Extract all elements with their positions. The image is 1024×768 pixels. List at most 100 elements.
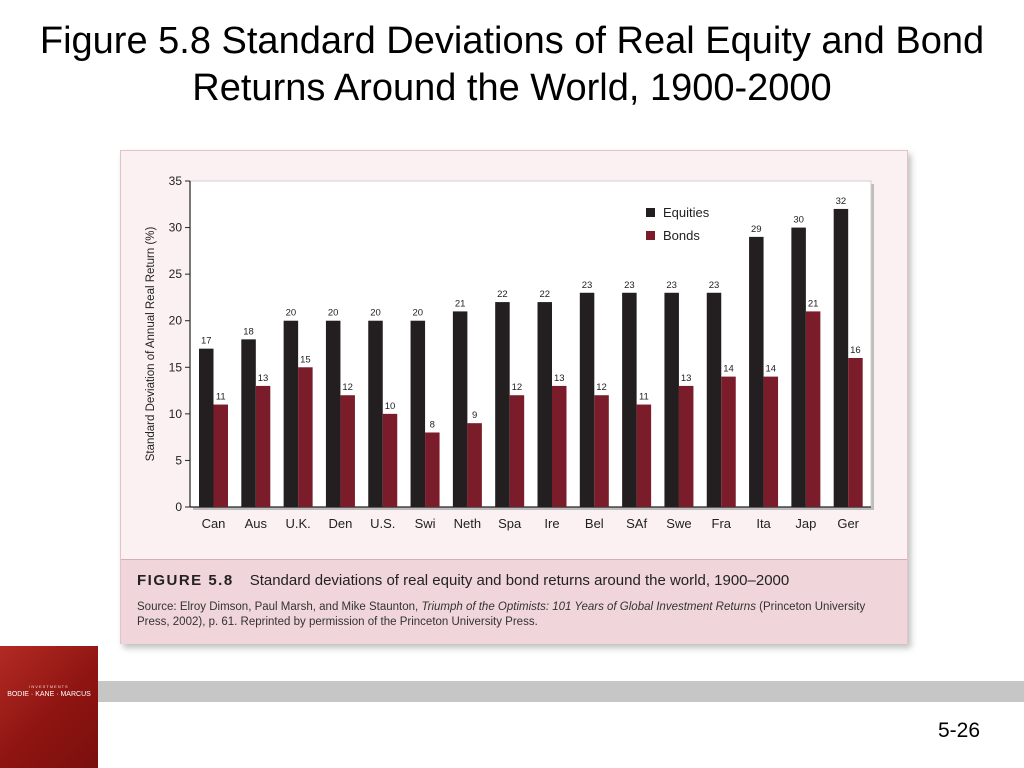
equities-bar: [325, 320, 341, 507]
equities-value-label: 23: [624, 280, 635, 291]
y-tick-label: 30: [169, 221, 183, 235]
x-tick-label: Swe: [666, 516, 691, 531]
source-suffix: (Princeton University Press, 2002), p. 6…: [137, 601, 866, 628]
equities-bar: [537, 302, 552, 507]
bonds-value-label: 11: [639, 392, 649, 403]
equities-value-label: 23: [666, 280, 677, 291]
equities-value-label: 29: [751, 224, 762, 235]
equities-bar: [368, 320, 383, 507]
equities-value-label: 20: [286, 308, 297, 319]
slide-number: 5-26: [937, 719, 980, 742]
bonds-bar: [382, 413, 398, 507]
x-tick-label: U.S.: [370, 516, 395, 531]
x-tick-label: Aus: [245, 516, 268, 531]
equities-bar: [452, 311, 468, 507]
x-tick-label: Ita: [756, 516, 771, 531]
x-tick-label: Den: [329, 516, 353, 531]
equities-bar: [579, 292, 595, 507]
equities-value-label: 22: [539, 289, 550, 300]
y-tick-label: 15: [169, 360, 183, 374]
y-tick-label: 25: [169, 267, 183, 281]
bonds-bar: [467, 423, 482, 507]
bonds-bar: [298, 367, 313, 507]
caption-text: Standard deviations of real equity and b…: [249, 572, 790, 589]
y-tick-label: 35: [169, 174, 183, 188]
equities-value-label: 18: [243, 326, 254, 337]
bonds-value-label: 8: [430, 419, 435, 430]
x-tick-label: Spa: [498, 516, 522, 531]
bonds-value-label: 14: [766, 364, 777, 375]
equities-value-label: 30: [793, 215, 804, 226]
bonds-bar: [255, 385, 271, 507]
bonds-value-label: 12: [596, 382, 607, 393]
x-tick-label: Fra: [712, 516, 732, 531]
bonds-bar: [636, 404, 652, 507]
y-tick-label: 10: [169, 407, 183, 421]
source-book-title: Triumph of the Optimists: 101 Years of G…: [421, 601, 756, 613]
bonds-bar: [678, 385, 694, 507]
x-tick-label: U.K.: [285, 516, 310, 531]
equities-bar: [791, 227, 806, 508]
equities-bar: [410, 320, 426, 507]
bonds-bar: [763, 376, 779, 507]
y-tick-label: 5: [175, 453, 182, 467]
x-tick-label: Neth: [454, 516, 481, 531]
equities-bar: [706, 292, 722, 507]
equities-bar: [833, 208, 849, 507]
caption-line: FIGURE 5.8 Standard deviations of real eq…: [137, 572, 789, 589]
legend-label-bonds: Bonds: [663, 228, 700, 243]
bonds-bar: [552, 385, 567, 507]
publisher-logo: INVESTMENTS BODIE · KANE · MARCUS: [0, 646, 98, 768]
legend-swatch-bonds: [646, 231, 655, 240]
x-tick-label: SAf: [626, 516, 647, 531]
bonds-bar: [425, 432, 440, 507]
bonds-value-label: 13: [554, 373, 565, 384]
caption-label: FIGURE 5.8: [137, 572, 234, 589]
bonds-value-label: 12: [512, 382, 523, 393]
equities-value-label: 23: [582, 280, 593, 291]
legend-label-equities: Equities: [663, 205, 710, 220]
bonds-bar: [509, 395, 525, 507]
equities-bar: [241, 339, 256, 507]
equities-bar: [199, 348, 214, 507]
bonds-value-label: 10: [385, 401, 396, 412]
footer-bar: [0, 681, 1024, 702]
figure-caption: FIGURE 5.8 Standard deviations of real eq…: [121, 559, 907, 644]
y-tick-label: 0: [175, 500, 182, 514]
bonds-value-label: 16: [850, 345, 861, 356]
logo-top-text: INVESTMENTS: [29, 684, 69, 689]
y-tick-label: 20: [169, 314, 183, 328]
logo-author-names: BODIE · KANE · MARCUS: [7, 691, 91, 698]
equities-bar: [283, 320, 299, 507]
equities-value-label: 20: [370, 308, 381, 319]
equities-value-label: 21: [455, 298, 466, 309]
equities-bar: [749, 236, 764, 507]
equities-value-label: 32: [836, 196, 847, 207]
equities-value-label: 23: [709, 280, 720, 291]
slide-title: Figure 5.8 Standard Deviations of Real E…: [39, 20, 985, 109]
bonds-value-label: 13: [258, 373, 269, 384]
legend-swatch-equities: [646, 208, 655, 217]
equities-value-label: 17: [201, 336, 212, 347]
equities-bar: [664, 292, 679, 507]
bar-chart: 0 5 10 15 20 25 30 35 Standard Deviation of Annu…: [145, 174, 874, 531]
bonds-value-label: 14: [723, 364, 734, 375]
equities-value-label: 20: [413, 308, 424, 319]
x-tick-label: Ire: [544, 516, 559, 531]
bonds-value-label: 21: [808, 298, 819, 309]
equities-bar: [622, 292, 637, 507]
bonds-value-label: 12: [342, 382, 353, 393]
bonds-bar: [340, 395, 355, 507]
bonds-value-label: 13: [681, 373, 692, 384]
bonds-bar: [848, 357, 863, 507]
equities-value-label: 20: [328, 308, 339, 319]
x-tick-label: Jap: [795, 516, 816, 531]
x-tick-label: Ger: [837, 516, 859, 531]
source-prefix: Source: Elroy Dimson, Paul Marsh, and Mi…: [137, 601, 422, 613]
figure-frame: 0 5 10 15 20 25 30 35 Standard Deviation of Annu…: [120, 150, 908, 644]
bonds-bar: [721, 376, 736, 507]
equities-bar: [495, 302, 510, 507]
x-tick-label: Swi: [415, 516, 436, 531]
equities-value-label: 22: [497, 289, 508, 300]
bonds-bar: [594, 395, 609, 507]
